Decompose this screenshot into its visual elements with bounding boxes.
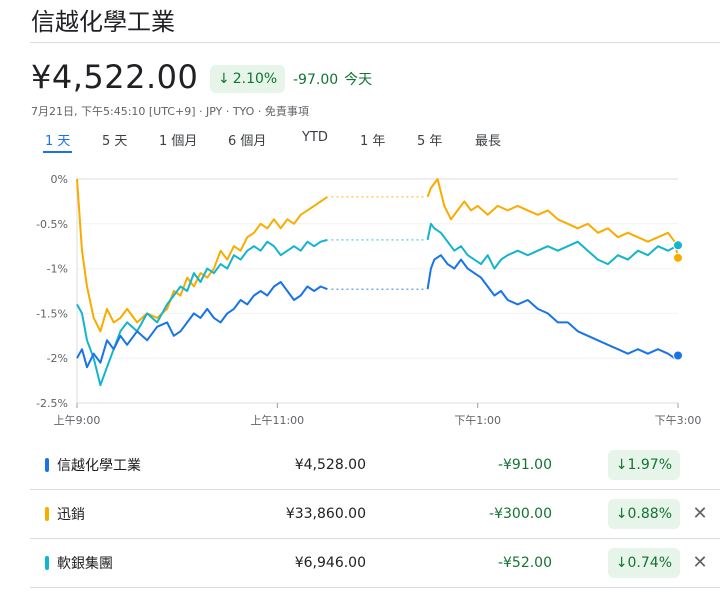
comparison-diff: -¥91.00: [497, 456, 552, 473]
y-tick-label: -1.5%: [36, 307, 68, 320]
series-end-point: [673, 240, 683, 251]
comparison-name: 軟銀集團: [57, 555, 113, 572]
arrow-down-icon: ↓: [218, 71, 230, 87]
range-tab-ytd[interactable]: YTD: [302, 130, 328, 145]
comparison-name: 信越化學工業: [57, 457, 141, 474]
range-tab-1m[interactable]: 1 個月: [159, 134, 198, 149]
row-divider: [30, 587, 720, 588]
comparison-price: ¥6,946.00: [294, 554, 366, 571]
comparison-pct-badge: ↓ 1.97%: [607, 449, 680, 480]
range-tab-1y[interactable]: 1 年: [360, 134, 386, 149]
series-line-afternoon: [426, 222, 679, 270]
comparison-price: ¥4,528.00: [294, 456, 366, 473]
series-line-afternoon: [426, 178, 679, 259]
arrow-down-icon: ↓: [615, 554, 628, 571]
header-divider: [30, 42, 720, 43]
absolute-change: -97.00 今天: [293, 69, 372, 89]
comparison-price: ¥33,860.00: [285, 505, 366, 522]
comparison-diff: -¥300.00: [489, 505, 552, 522]
current-price: ¥4,522.00: [31, 58, 199, 96]
comparison-pct: 0.74%: [627, 554, 672, 571]
y-tick-label: 0%: [51, 173, 68, 186]
x-tick-label: 下午3:00: [655, 414, 702, 427]
stock-title: 信越化學工業: [31, 8, 175, 36]
x-tick-label: 下午1:00: [454, 414, 501, 427]
comparison-pct-badge: ↓ 0.74%: [607, 547, 680, 578]
series-line-morning: [76, 281, 328, 369]
chart-gridlines: [76, 178, 678, 404]
range-tab-max[interactable]: 最長: [475, 134, 502, 149]
close-icon[interactable]: ✕: [692, 503, 708, 524]
arrow-down-icon: ↓: [615, 456, 628, 473]
x-tick-label: 上午11:00: [250, 414, 304, 427]
percent-change-badge: ↓ 2.10%: [210, 65, 286, 93]
series-color-marker: [45, 457, 49, 472]
series-end-point: [673, 350, 683, 361]
series-line-morning: [76, 178, 328, 333]
y-tick-label: -2.5%: [36, 397, 68, 410]
comparison-diff: -¥52.00: [497, 554, 552, 571]
chart-y-axis: 0% -0.5% -1% -1.5% -2% -2.5%: [36, 173, 68, 410]
comparison-row-fast-retailing[interactable]: 迅銷 ¥33,860.00 -¥300.00 ↓ 0.88% ✕: [30, 489, 720, 538]
range-tab-1d[interactable]: 1 天: [42, 130, 73, 153]
y-tick-label: -1%: [47, 263, 68, 276]
range-tab-6m[interactable]: 6 個月: [228, 134, 267, 149]
series-end-point: [673, 252, 683, 263]
comparison-row-shin-etsu[interactable]: 信越化學工業 ¥4,528.00 -¥91.00 ↓ 1.97%: [30, 440, 720, 489]
series-color-marker: [45, 555, 49, 570]
chart-x-axis: 上午9:00 上午11:00 下午1:00 下午3:00: [54, 403, 702, 427]
series-line-morning: [76, 238, 328, 387]
period-label: 今天: [344, 72, 373, 88]
absolute-change-value: -97.00: [293, 72, 339, 88]
close-icon[interactable]: ✕: [692, 552, 708, 573]
comparison-pct-badge: ↓ 0.88%: [607, 498, 680, 529]
series-color-marker: [45, 506, 49, 521]
row-divider: [30, 489, 720, 490]
comparison-pct: 1.97%: [627, 456, 672, 473]
arrow-down-icon: ↓: [615, 505, 628, 522]
y-tick-label: -2%: [47, 352, 68, 365]
row-divider: [30, 538, 720, 539]
comparison-pct: 0.88%: [627, 505, 672, 522]
chart-series: [76, 178, 683, 387]
comparison-name: 迅銷: [57, 506, 85, 523]
range-tab-5y[interactable]: 5 年: [417, 134, 443, 149]
intraday-chart[interactable]: 0% -0.5% -1% -1.5% -2% -2.5% 上午9:00 上午11:00 下午1…: [0, 165, 720, 435]
y-tick-label: -0.5%: [36, 218, 68, 231]
quote-meta: 7月21日, 下午5:45:10 [UTC+9] · JPY · TYO · 免…: [31, 105, 309, 118]
percent-change-value: 2.10%: [232, 71, 278, 87]
series-line-afternoon: [426, 254, 679, 360]
x-tick-label: 上午9:00: [54, 414, 101, 427]
range-tab-5d[interactable]: 5 天: [102, 134, 128, 149]
comparison-row-softbank[interactable]: 軟銀集團 ¥6,946.00 -¥52.00 ↓ 0.74% ✕: [30, 538, 720, 587]
